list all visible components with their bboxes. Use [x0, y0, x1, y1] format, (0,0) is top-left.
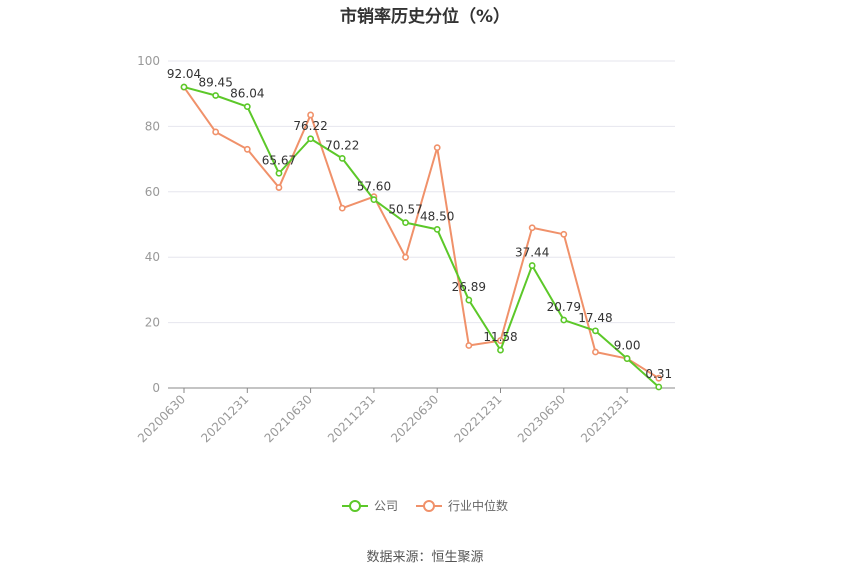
x-tick-label: 20230630	[515, 392, 568, 445]
point-company	[433, 226, 441, 233]
x-tick-label: 20221231	[452, 392, 505, 445]
data-label: 70.22	[325, 138, 359, 152]
series-line-industry-median	[183, 86, 660, 380]
data-label: 65.67	[262, 153, 296, 167]
x-tick-label: 20220630	[388, 392, 441, 445]
data-source: 数据来源：恒生聚源	[366, 550, 484, 565]
point-company	[243, 103, 251, 111]
series-layer	[180, 83, 663, 391]
point-company	[560, 316, 568, 324]
legend-swatch-company	[341, 499, 368, 512]
point-company	[180, 83, 188, 91]
data-label: 0.31	[645, 367, 672, 381]
legend-label-industry-median: 行业中位数	[448, 499, 509, 513]
legend-swatch-industry-median	[416, 499, 442, 512]
axis-layer: 0 20 40 60 80 100 20200630 20201231 20210630 2021…	[135, 54, 675, 445]
point-company	[528, 262, 536, 269]
point-industry-median	[275, 184, 283, 191]
legend: 公司 行业中位数	[0, 497, 850, 514]
y-tick-label: 40	[145, 250, 160, 264]
point-company	[370, 196, 378, 204]
data-label: 17.48	[578, 311, 612, 325]
y-tick-label: 60	[145, 185, 160, 199]
y-tick-label: 0	[152, 381, 160, 395]
point-industry-median	[655, 374, 663, 382]
data-label: 9.00	[614, 339, 641, 353]
data-label: 37.44	[515, 246, 549, 260]
data-label: 92.04	[167, 67, 201, 81]
point-industry-median	[402, 253, 409, 261]
data-label: 11.58	[483, 330, 517, 344]
data-label: 26.89	[452, 280, 486, 294]
point-industry-median	[528, 224, 536, 232]
point-company	[465, 296, 473, 304]
x-tick-label: 20231231	[578, 392, 631, 445]
point-company	[338, 154, 346, 162]
point-company	[497, 346, 504, 354]
data-label: 50.57	[388, 203, 422, 217]
legend-item-company[interactable]: 公司	[341, 497, 398, 514]
y-tick-label: 100	[137, 54, 160, 68]
series-line-company	[183, 86, 660, 388]
point-company	[623, 355, 631, 362]
point-industry-median	[433, 144, 441, 152]
chart-title: 市销率历史分位（%）	[339, 7, 511, 27]
x-tick-label: 20200630	[135, 392, 188, 445]
point-industry-median	[338, 204, 346, 212]
point-company	[212, 92, 220, 99]
point-industry-median	[592, 348, 599, 356]
x-tick-label: 20210630	[262, 392, 315, 445]
y-tick-label: 20	[145, 316, 160, 330]
data-label: 89.45	[198, 75, 232, 89]
y-tick-label: 80	[145, 119, 160, 133]
point-industry-median	[465, 342, 473, 349]
grid-layer	[168, 60, 675, 324]
point-industry-median	[560, 230, 568, 238]
data-label: 57.60	[357, 180, 391, 194]
point-industry-median	[212, 128, 220, 136]
data-label: 20.79	[547, 300, 581, 314]
legend-label-company: 公司	[373, 499, 398, 513]
x-tick-label: 20201231	[198, 392, 251, 445]
legend-item-industry-median[interactable]: 行业中位数	[416, 497, 508, 514]
point-company	[275, 169, 283, 177]
point-company	[655, 383, 663, 391]
point-industry-median	[307, 111, 314, 119]
point-industry-median	[243, 145, 251, 153]
point-company	[402, 219, 409, 227]
data-label: 76.22	[293, 119, 327, 133]
point-company	[592, 327, 599, 335]
x-tick-label: 20211231	[325, 392, 378, 445]
data-label: 48.50	[420, 209, 454, 223]
point-company	[307, 135, 314, 143]
data-label: 86.04	[230, 87, 264, 101]
